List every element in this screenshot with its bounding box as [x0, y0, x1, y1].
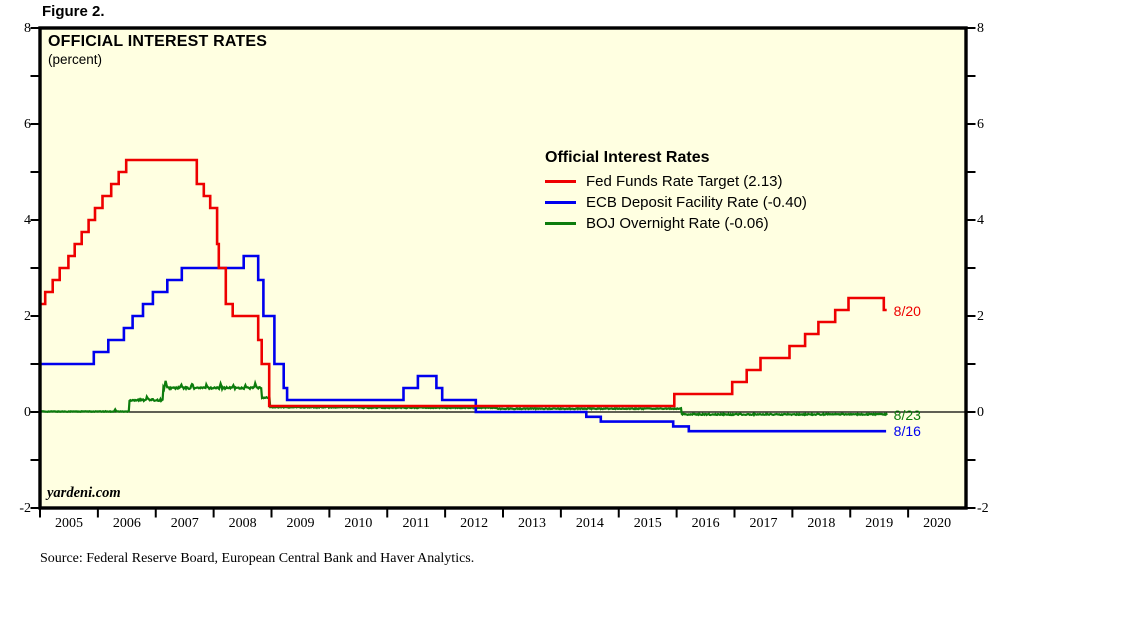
x-axis-year-label: 2014 — [575, 516, 604, 531]
legend-entries: Fed Funds Rate Target (2.13) ECB Deposit … — [545, 171, 807, 234]
plot-border — [38, 26, 968, 510]
x-axis-year-label: 2007 — [170, 516, 199, 531]
y-axis-label-right: 0 — [977, 404, 984, 420]
x-axis-year-label: 2010 — [344, 516, 373, 531]
x-axis-year-label: 2015 — [633, 516, 662, 531]
x-axis-year-label: 2008 — [228, 516, 257, 531]
x-axis-year-label: 2013 — [517, 516, 546, 531]
y-axis-label-right: 6 — [977, 116, 984, 132]
x-axis-year-label: 2020 — [923, 516, 952, 531]
x-axis-year-label: 2009 — [286, 516, 315, 531]
chart-title: OFFICIAL INTEREST RATES — [48, 33, 268, 50]
y-axis-label-left: 6 — [24, 116, 31, 132]
legend-swatch — [545, 201, 576, 204]
boj-overnight-line — [39, 379, 889, 417]
legend-item: ECB Deposit Facility Rate (-0.40) — [545, 192, 807, 213]
watermark: yardeni.com — [47, 485, 121, 501]
plot-background — [40, 28, 966, 508]
x-axis-year-label: 2005 — [54, 516, 83, 531]
legend-swatch — [545, 222, 576, 225]
x-axis-year-label: 2012 — [460, 516, 489, 531]
x-axis-year-label: 2018 — [807, 516, 836, 531]
legend-item-label: Fed Funds Rate Target (2.13) — [586, 173, 783, 190]
ecb-deposit-line — [40, 254, 887, 433]
x-axis-year-label: 2016 — [691, 516, 720, 531]
y-axis-label-right: 8 — [977, 20, 984, 36]
x-axis-year-label: 2019 — [865, 516, 894, 531]
y-axis-label-left: 2 — [24, 308, 31, 324]
series-end-annotation: 8/16 — [893, 423, 921, 440]
y-axis-label-left: -2 — [19, 500, 31, 516]
legend-item: BOJ Overnight Rate (-0.06) — [545, 213, 807, 234]
legend-title: Official Interest Rates — [545, 149, 710, 166]
x-axis-year-label: 2011 — [402, 516, 430, 531]
y-axis-label-left: 8 — [24, 20, 31, 36]
legend-item-label: ECB Deposit Facility Rate (-0.40) — [586, 194, 807, 211]
chart-subtitle: (percent) — [48, 52, 103, 67]
legend: Official Interest Rates Fed Funds Rate T… — [545, 149, 807, 234]
fed-funds-line — [40, 158, 887, 408]
figure-label: Figure 2. — [42, 3, 105, 20]
y-axis-label-right: -2 — [977, 500, 989, 516]
y-axis-label-right: 2 — [977, 308, 984, 324]
legend-item: Fed Funds Rate Target (2.13) — [545, 171, 807, 192]
y-axis-label-left: 4 — [24, 212, 31, 228]
legend-item-label: BOJ Overnight Rate (-0.06) — [586, 215, 769, 232]
series-end-annotation: 8/23 — [893, 406, 921, 423]
source-note: Source: Federal Reserve Board, European … — [40, 551, 475, 566]
series-end-annotation: 8/20 — [893, 302, 921, 319]
x-axis-year-label: 2017 — [749, 516, 778, 531]
legend-swatch — [545, 180, 576, 183]
y-axis-label-right: 4 — [977, 212, 984, 228]
y-axis-label-left: 0 — [24, 404, 31, 420]
x-axis-year-label: 2006 — [112, 516, 141, 531]
